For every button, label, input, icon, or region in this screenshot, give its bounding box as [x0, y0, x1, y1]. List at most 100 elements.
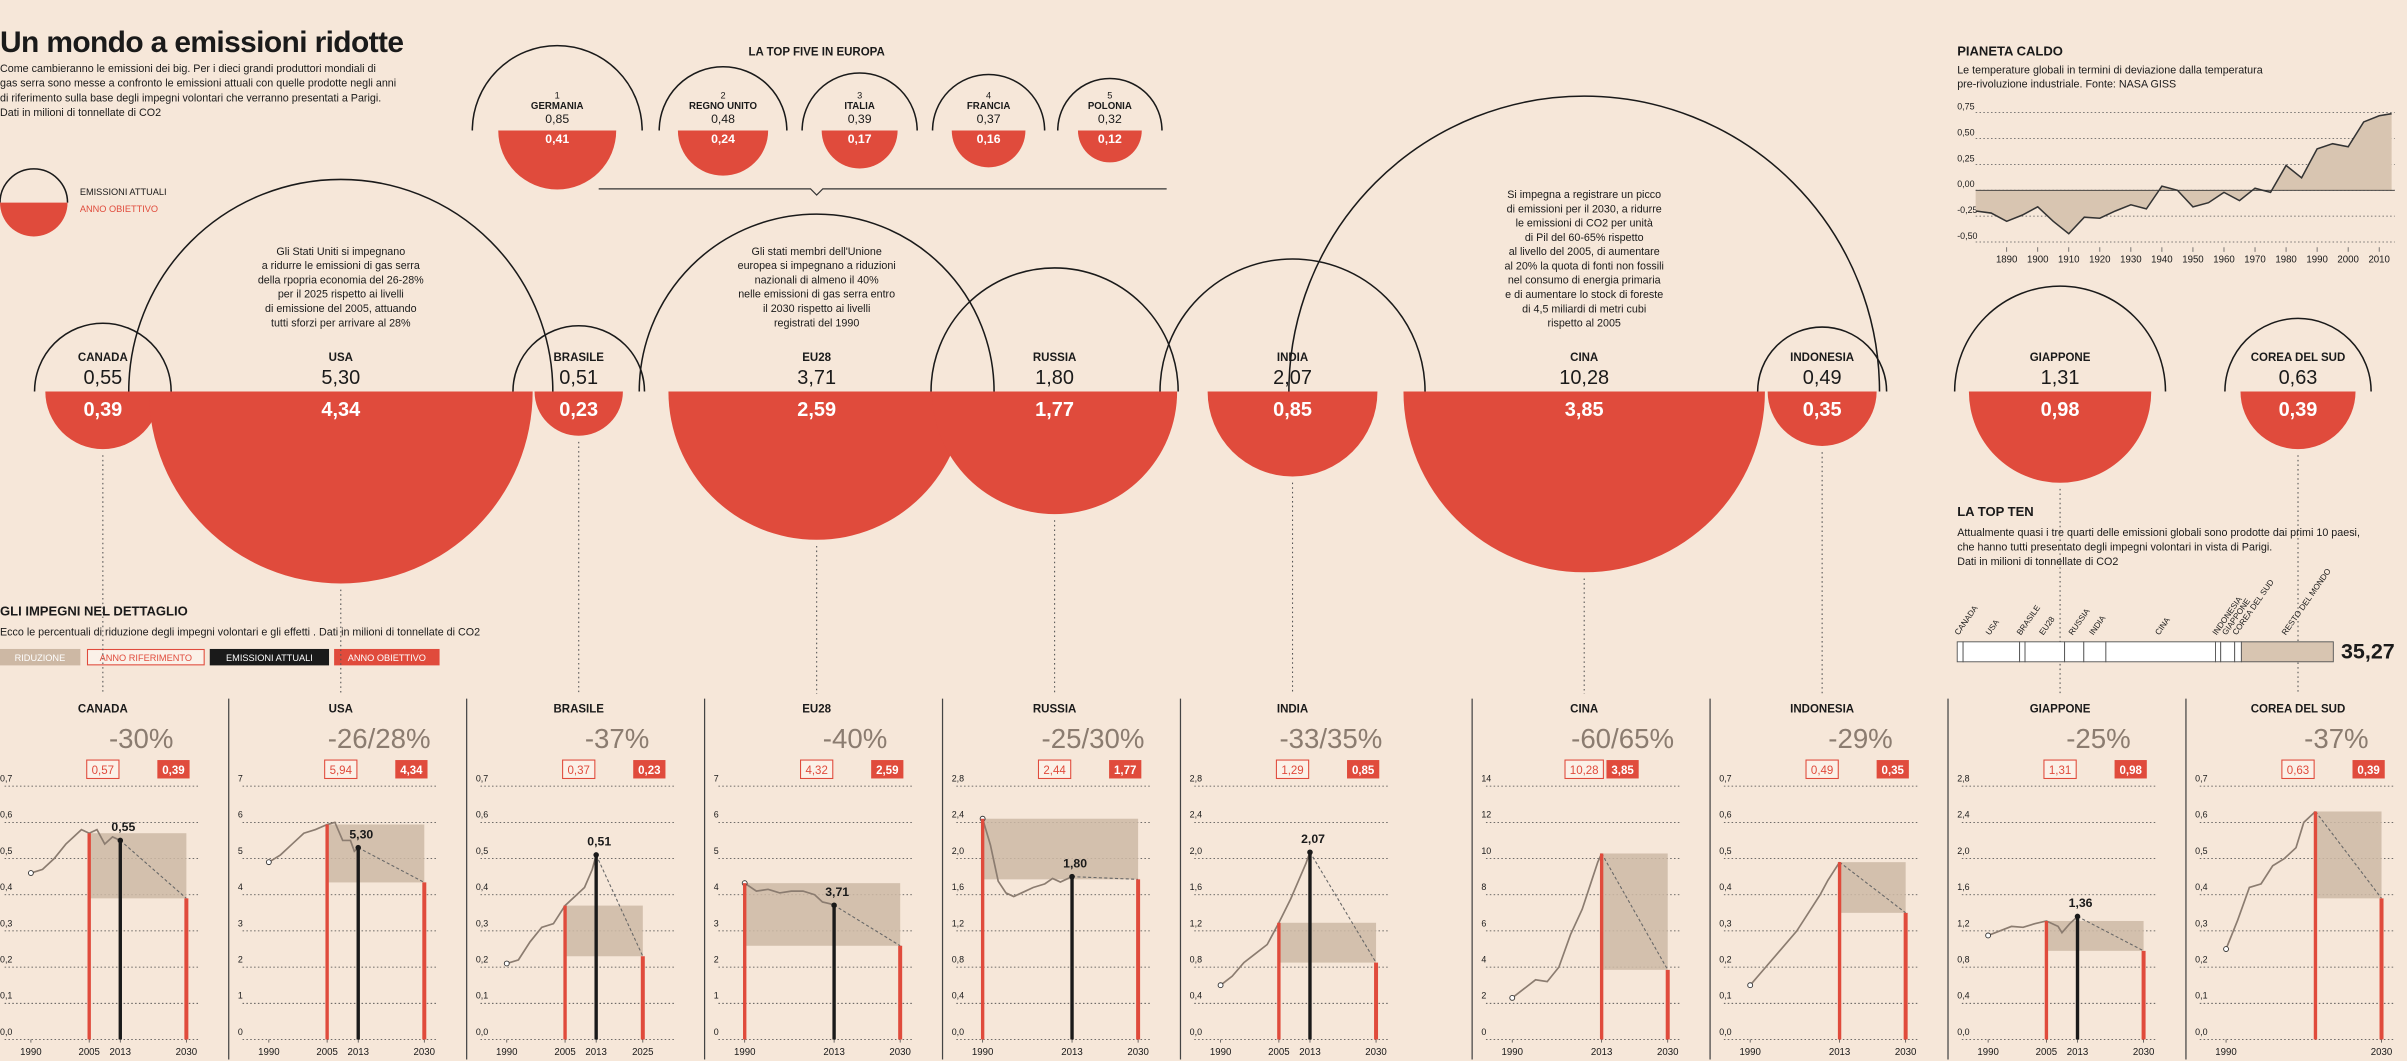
annotation-line: Gli stati membri dell'Unione [752, 246, 882, 258]
y-tick-label: 1,6 [1957, 882, 1969, 892]
emissions-line [30, 828, 121, 874]
reduction-area [982, 818, 1139, 880]
x-tick-label: 2005 [2036, 1047, 2057, 1058]
start-point [1985, 932, 1992, 939]
emissions-line [1749, 861, 1841, 986]
current-label: 0,63 [2279, 367, 2318, 389]
y-tick-label: 0,1 [0, 991, 12, 1001]
y-tick-label: 0,0 [2195, 1027, 2207, 1037]
panel-change: -25/30% [1042, 723, 1145, 754]
current-semicircle [801, 72, 918, 131]
start-point [1217, 982, 1224, 989]
y-tick-label: 7 [238, 774, 243, 784]
reference-box [1037, 759, 1072, 780]
annotation-line: Gli Stati Uniti si impegnano [276, 246, 405, 258]
y-tick-label: 0 [238, 1027, 243, 1037]
target-semicircle [534, 391, 623, 436]
country-name: CINA [1570, 352, 1598, 364]
x-tick-label: 2005 [316, 1047, 337, 1058]
y-tick-label: 0,4 [952, 991, 964, 1001]
y-tick-label: 4 [1481, 955, 1486, 965]
x-tick-label: 2030 [1657, 1047, 1678, 1058]
x-tick-label: 1980 [2275, 255, 2296, 266]
panel-title: USA [329, 703, 353, 715]
y-tick-label: 2,8 [1190, 774, 1202, 784]
panel-change: -30% [109, 723, 173, 754]
x-tick-label: 2013 [1299, 1047, 1320, 1058]
country-name: ITALIA [844, 101, 874, 112]
current-semicircle [1056, 77, 1163, 131]
annotation-line: Si impegna a registrare un picco [1507, 189, 1661, 201]
annotation-line: tutti sforzi per arrivare al 28% [271, 317, 411, 329]
target-label: 0,17 [848, 132, 872, 146]
top-ten-subtitle: Attualmente quasi i tre quarti delle emi… [1957, 527, 2360, 539]
target-semicircle [951, 130, 1026, 168]
target-label: 4,34 [400, 765, 423, 777]
y-tick-label: 0,5 [2195, 846, 2207, 856]
x-tick-label: 2000 [2337, 255, 2358, 266]
current-semicircle [1756, 326, 1888, 392]
panel-title: INDONESIA [1790, 703, 1854, 715]
target-label: 0,35 [1882, 765, 1905, 777]
target-box [633, 760, 666, 779]
panel-change: -37% [2304, 723, 2368, 754]
rank-label: 1 [555, 90, 560, 100]
start-point [503, 960, 510, 967]
panel-title: CINA [1570, 703, 1598, 715]
y-tick-label: 12 [1481, 810, 1491, 820]
annotation-line: di emissioni per il 2030, a ridurre [1507, 203, 1662, 215]
x-tick-label: 2013 [1591, 1047, 1612, 1058]
current-label: 2,07 [1301, 832, 1325, 846]
current-label: 0,37 [977, 112, 1001, 126]
target-semicircle [2240, 391, 2356, 450]
y-tick-label: 4 [238, 882, 243, 892]
y-tick-label: 1 [714, 991, 719, 1001]
current-label: 0,39 [848, 112, 872, 126]
reference-label: 5,94 [330, 765, 353, 777]
current-point [117, 837, 124, 844]
top-ten-title: LA TOP TEN [1957, 504, 2034, 519]
panel-change: -40% [823, 723, 887, 754]
y-tick-label: 0,2 [2195, 955, 2207, 965]
emissions-line [1987, 915, 2079, 937]
current-semicircle [638, 213, 995, 392]
trend-dashed [119, 840, 187, 899]
annotation-line: al livello del 2005, di aumentare [1509, 246, 1660, 258]
annotation-line: le emissioni di CO2 per unità [1516, 218, 1653, 230]
x-tick-label: 1990 [20, 1047, 41, 1058]
reference-box [1275, 759, 1310, 780]
y-tick-label: 0,4 [1957, 991, 1969, 1001]
target-label: 1,77 [1035, 399, 1074, 421]
trend-dashed [595, 854, 644, 957]
y-tick-label: 5 [714, 846, 719, 856]
current-semicircle [33, 322, 172, 392]
y-tick-label: 0,0 [952, 1027, 964, 1037]
target-semicircle [45, 391, 161, 450]
x-tick-label: 2013 [110, 1047, 131, 1058]
temperature-line [1975, 112, 2392, 235]
y-tick-label: 0,4 [0, 882, 12, 892]
reference-box [1805, 759, 1839, 780]
annotation-line: il 2030 rispetto ai livelli [763, 303, 870, 315]
y-tick-label: 4 [714, 882, 719, 892]
detail-title: GLI IMPEGNI NEL DETTAGLIO [0, 604, 188, 619]
current-label: 1,80 [1035, 367, 1074, 389]
target-box [1606, 760, 1639, 779]
annotation-line: nazionali di almeno il 40% [755, 274, 880, 286]
x-tick-label: 1990 [2306, 255, 2327, 266]
x-tick-label: 2013 [2067, 1047, 2088, 1058]
panel-change: -60/65% [1571, 723, 1674, 754]
reference-label: 2,44 [1043, 765, 1066, 777]
country-name: GERMANIA [531, 101, 584, 112]
y-tick-label: 1,6 [952, 882, 964, 892]
y-tick-label: 0,50 [1957, 127, 1974, 137]
x-tick-label: 2013 [823, 1047, 844, 1058]
current-semicircle [1159, 258, 1426, 392]
annotation-line: registrati del 1990 [774, 317, 859, 329]
x-tick-label: 2005 [554, 1047, 575, 1058]
reference-box [562, 759, 596, 780]
current-label: 3,71 [797, 367, 836, 389]
reference-box [324, 759, 358, 780]
y-tick-label: 0,2 [476, 955, 488, 965]
legend-label: ANNO OBIETTIVO [80, 204, 158, 214]
